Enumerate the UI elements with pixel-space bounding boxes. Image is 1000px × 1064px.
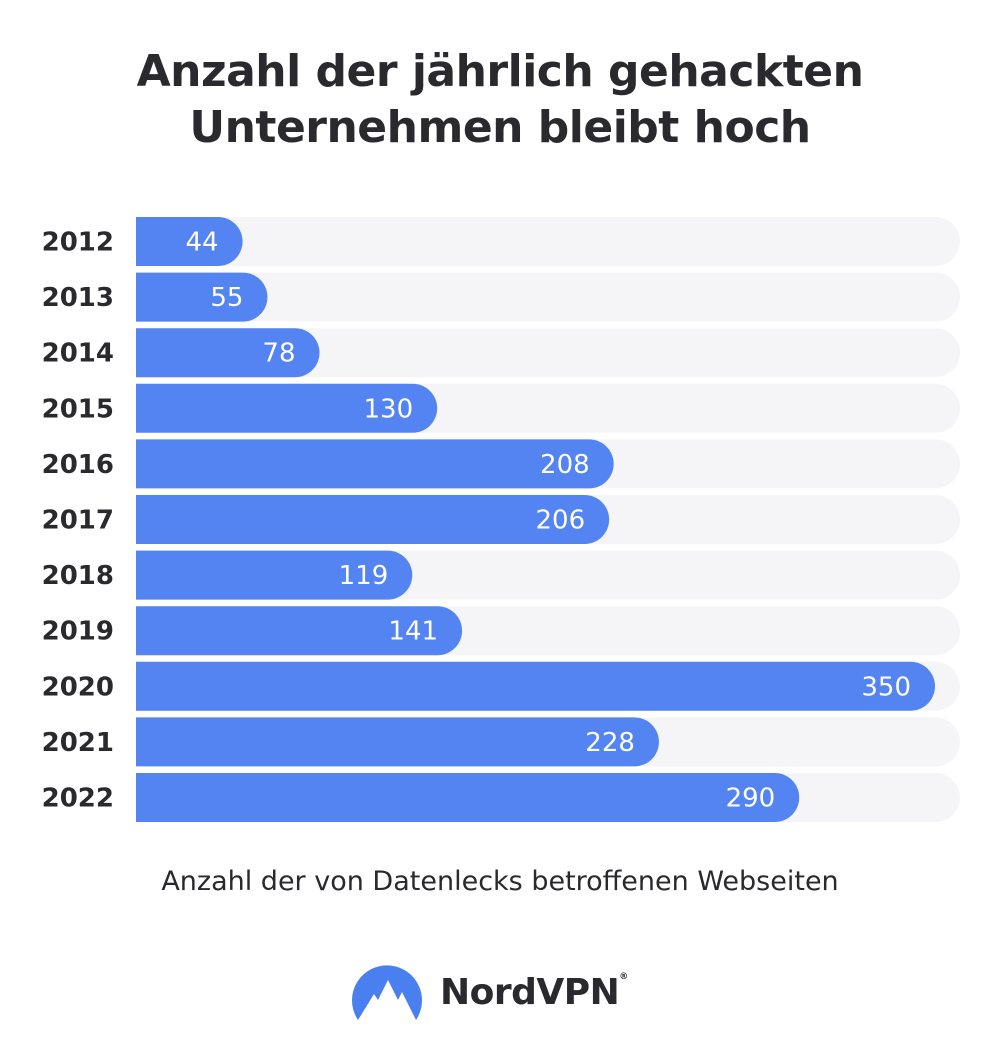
y-tick-label: 2019 (42, 617, 114, 647)
nordvpn-mountain-icon (352, 965, 422, 1020)
bar (136, 495, 610, 544)
data-label: 141 (388, 617, 438, 647)
data-label: 130 (364, 394, 414, 424)
y-tick-label: 2015 (42, 394, 114, 424)
y-tick-label: 2018 (42, 561, 114, 591)
registered-mark: ® (619, 971, 628, 982)
y-tick-label: 2020 (42, 672, 114, 702)
bar (136, 328, 320, 378)
data-label: 78 (262, 339, 295, 369)
data-label: 208 (540, 450, 590, 480)
data-label: 350 (861, 672, 911, 702)
brand-name-text: NordVPN (440, 971, 620, 1013)
y-tick-label: 2014 (42, 339, 114, 369)
data-label: 44 (185, 228, 218, 258)
y-tick-label: 2017 (42, 506, 114, 536)
y-tick-label: 2021 (42, 728, 114, 758)
bar (136, 272, 268, 322)
bar-track (136, 272, 960, 322)
data-label: 55 (210, 283, 243, 313)
y-tick-label: 2016 (42, 450, 114, 480)
chart-title: Anzahl der jährlich gehackten Unternehmen… (136, 46, 864, 153)
bar (136, 550, 413, 600)
data-label: 119 (339, 561, 389, 591)
bar (136, 717, 659, 767)
bar (136, 606, 463, 656)
bar-track (136, 216, 960, 266)
bar (136, 773, 800, 822)
y-tick-label: 2012 (42, 228, 114, 258)
y-tick-label: 2013 (42, 283, 114, 313)
brand-logo: NordVPN® (350, 962, 628, 1022)
bar-track (136, 328, 960, 378)
bar (136, 216, 243, 266)
x-axis-label: Anzahl der von Datenlecks betroffenen We… (161, 866, 839, 897)
bar (136, 383, 438, 433)
data-label: 228 (585, 728, 635, 758)
y-tick-label: 2022 (42, 784, 114, 814)
bar (136, 661, 935, 711)
bar-chart: 2012 44 2013 55 2014 78 2015 130 2016 208 2017 206 2… (41, 216, 960, 822)
brand-name: NordVPN® (440, 972, 628, 1013)
data-label: 206 (536, 506, 586, 536)
data-label: 290 (726, 784, 776, 814)
bar (136, 439, 614, 489)
